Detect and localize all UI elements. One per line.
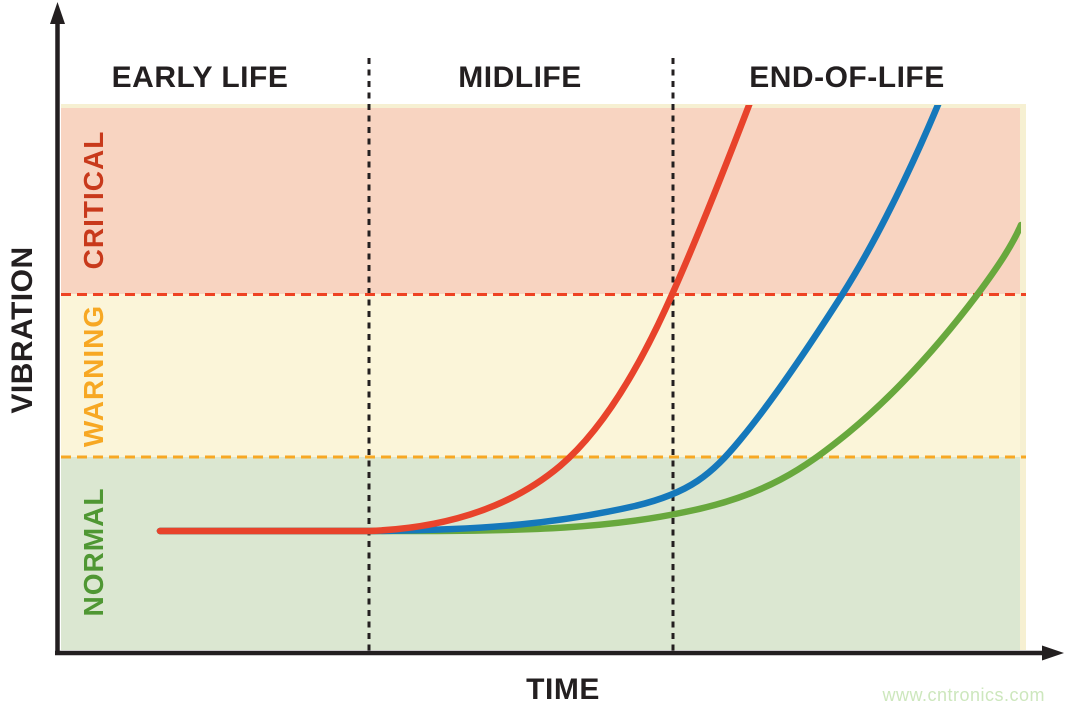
watermark-text: www.cntronics.com <box>882 685 1045 705</box>
zone-label-critical: CRITICAL <box>78 130 109 270</box>
medium-degradation-curve <box>156 105 942 535</box>
fast-degradation-curve <box>156 105 753 535</box>
y-axis-title: VIBRATION <box>6 246 39 414</box>
x-axis-title: TIME <box>526 673 600 706</box>
phase-label-midlife: MIDLIFE <box>458 61 582 94</box>
zone-warning-band <box>61 294 1020 457</box>
zone-label-warning: WARNING <box>78 304 109 448</box>
slow-degradation-curve <box>156 221 1021 535</box>
zone-normal-band <box>61 457 1020 650</box>
x-axis-arrow-icon <box>1042 645 1064 661</box>
zone-label-normal: NORMAL <box>78 487 109 617</box>
y-axis-arrow-icon <box>50 2 65 24</box>
phase-label-early-life: EARLY LIFE <box>111 61 289 94</box>
phase-label-end-of-life: END-OF-LIFE <box>749 61 945 94</box>
